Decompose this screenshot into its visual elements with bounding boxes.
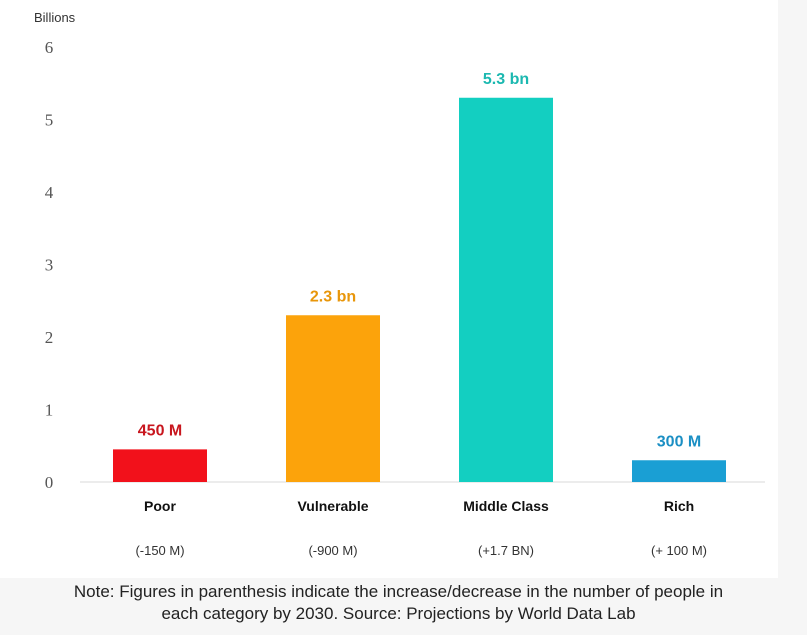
y-tick-label: 1 xyxy=(45,401,54,420)
y-tick-label: 2 xyxy=(45,328,54,347)
bar-middle-class xyxy=(459,97,553,482)
category-labels: Poor Vulnerable Middle Class Rich xyxy=(144,498,694,514)
change-label: (-150 M) xyxy=(135,543,184,558)
category-label: Poor xyxy=(144,498,176,514)
category-label: Rich xyxy=(664,498,694,514)
footnote-line-1: Note: Figures in parenthesis indicate th… xyxy=(73,582,724,601)
bar-rich xyxy=(632,460,726,482)
bar-poor xyxy=(113,449,207,482)
footnote: Note: Figures in parenthesis indicate th… xyxy=(0,581,797,625)
change-labels: (-150 M) (-900 M) (+1.7 BN) (+ 100 M) xyxy=(135,543,707,558)
value-label: 300 M xyxy=(657,433,701,450)
y-tick-label: 3 xyxy=(45,256,54,275)
y-tick-label: 6 xyxy=(45,38,54,57)
bars xyxy=(113,97,726,482)
change-label: (-900 M) xyxy=(308,543,357,558)
y-tick-label: 0 xyxy=(45,473,54,492)
footnote-line-2: each category by 2030. Source: Projectio… xyxy=(161,604,636,623)
y-axis-ticks: 0 1 2 3 4 5 6 xyxy=(45,38,54,492)
value-label: 450 M xyxy=(138,422,182,439)
bar-vulnerable xyxy=(286,315,380,482)
value-label: 5.3 bn xyxy=(483,71,529,88)
category-label: Vulnerable xyxy=(297,498,368,514)
value-label: 2.3 bn xyxy=(310,288,356,305)
value-labels: 450 M 2.3 bn 5.3 bn 300 M xyxy=(138,71,701,451)
y-axis-label: Billions xyxy=(34,10,76,25)
y-tick-label: 4 xyxy=(45,183,54,202)
y-tick-label: 5 xyxy=(45,111,54,130)
change-label: (+ 100 M) xyxy=(651,543,707,558)
change-label: (+1.7 BN) xyxy=(478,543,534,558)
category-label: Middle Class xyxy=(463,498,549,514)
